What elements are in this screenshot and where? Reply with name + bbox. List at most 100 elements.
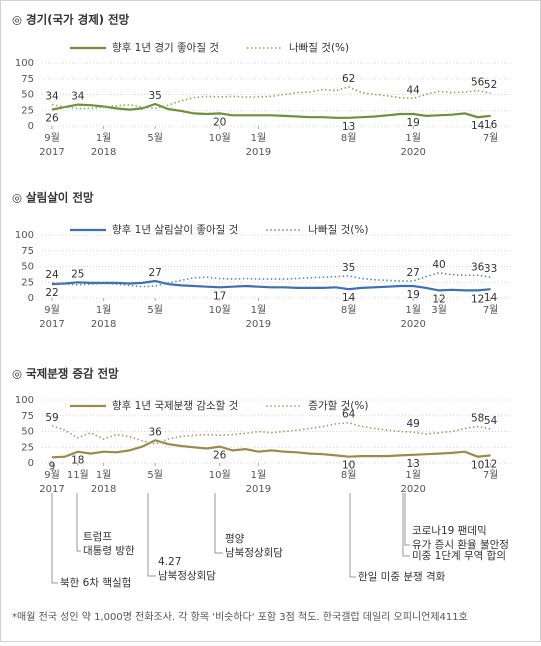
annotation-leader	[349, 493, 356, 578]
value-label: 24	[45, 269, 59, 281]
x-tick-label: 1월	[405, 304, 421, 316]
x-year-label: 2018	[91, 484, 116, 495]
value-label: 26	[213, 450, 227, 462]
x-year-label: 2019	[246, 147, 271, 158]
value-label: 19	[407, 289, 420, 301]
y-tick-label: 25	[21, 105, 34, 116]
y-tick-label: 75	[21, 246, 34, 257]
annotation-text: 북한 6차 핵실험	[60, 577, 131, 589]
series-line	[51, 439, 491, 459]
y-tick-label: 50	[21, 427, 34, 438]
series-line	[51, 102, 491, 119]
series-line	[51, 271, 491, 288]
y-tick-label: 0	[28, 121, 34, 132]
chart-title: ◎ 국제분쟁 증감 전망	[12, 367, 119, 381]
annotation-text: 평양	[225, 533, 245, 545]
annotation-leader	[214, 493, 223, 554]
y-tick-label: 25	[21, 442, 34, 453]
annotation-leader	[404, 493, 410, 546]
annotation-text: 한일 미중 분쟁 격화	[358, 570, 446, 583]
legend-label: 향후 1년 국제분쟁 감소할 것	[112, 400, 238, 412]
value-label: 20	[213, 116, 226, 128]
value-label: 27	[407, 267, 420, 279]
x-tick-label: 10월	[209, 469, 231, 481]
annotation-text: 4.27	[158, 556, 181, 568]
value-label: 17	[213, 290, 226, 302]
legend-label: 나빠질 것(%)	[289, 42, 349, 54]
value-label: 14	[342, 292, 356, 304]
annotation-leader	[147, 493, 156, 577]
x-year-label: 2018	[91, 319, 116, 330]
value-label: 26	[45, 113, 59, 125]
x-tick-label: 10월	[209, 132, 231, 144]
value-label: 49	[407, 418, 420, 430]
value-label: 52	[484, 79, 497, 91]
x-year-label: 2018	[91, 147, 116, 158]
legend-label: 향후 1년 경기 좋아질 것	[112, 41, 219, 54]
x-year-label: 2019	[246, 319, 271, 330]
x-year-label: 2017	[39, 319, 64, 330]
value-label: 54	[484, 415, 498, 427]
annotation-text: 트럼프	[83, 530, 112, 543]
x-tick-label: 8월	[341, 304, 357, 316]
y-tick-label: 100	[15, 395, 34, 406]
value-label: 36	[471, 261, 485, 273]
annotation-text: 유가 증시 환율 불안정	[412, 539, 509, 551]
value-label: 19	[407, 117, 420, 129]
value-label: 35	[149, 90, 162, 102]
x-tick-label: 7월	[483, 304, 499, 316]
x-tick-label: 1월	[251, 469, 267, 481]
value-label: 12	[432, 293, 445, 305]
footnote: *매월 전국 성인 약 1,000명 전화조사. 각 항목 '비슷하다' 포함 …	[12, 610, 468, 623]
y-tick-label: 75	[21, 74, 34, 85]
x-year-label: 2020	[400, 484, 425, 495]
x-tick-label: 1월	[405, 132, 421, 144]
x-tick-label: 9월	[44, 469, 60, 481]
x-tick-label: 1월	[251, 132, 267, 144]
x-tick-label: 3월	[431, 304, 447, 316]
annotation-leader	[51, 493, 58, 584]
x-tick-label: 10월	[209, 304, 231, 316]
value-label: 10	[471, 460, 484, 472]
value-label: 12	[484, 458, 497, 470]
y-tick-label: 100	[15, 58, 34, 69]
value-label: 13	[342, 121, 355, 133]
value-label: 34	[45, 91, 59, 103]
annotation-leader	[76, 493, 81, 552]
x-tick-label: 11월	[67, 469, 89, 481]
value-label: 25	[71, 268, 84, 280]
x-tick-label: 8월	[341, 469, 357, 481]
x-tick-label: 7월	[483, 132, 499, 144]
y-tick-label: 25	[21, 277, 34, 288]
x-tick-label: 1월	[251, 304, 267, 316]
legend-label: 증가할 것(%)	[308, 400, 368, 412]
x-tick-label: 9월	[44, 304, 60, 316]
x-tick-label: 5월	[147, 469, 163, 481]
annotation-text: 코로나19 팬데믹	[412, 525, 487, 537]
value-label: 34	[71, 91, 85, 103]
series-line	[51, 421, 491, 445]
value-label: 14	[484, 292, 498, 304]
y-tick-label: 0	[28, 293, 34, 304]
x-tick-label: 5월	[147, 304, 163, 316]
value-label: 36	[149, 426, 163, 438]
value-label: 44	[407, 84, 421, 96]
value-label: 58	[471, 412, 484, 424]
value-label: 59	[45, 412, 58, 424]
value-label: 13	[407, 458, 420, 470]
value-label: 18	[71, 455, 84, 467]
annotation-text: 대통령 방한	[83, 545, 135, 557]
x-tick-label: 1월	[96, 132, 112, 144]
annotation-leader	[402, 493, 410, 557]
annotation-text: 남북정상회담	[225, 547, 283, 559]
value-label: 22	[45, 287, 58, 299]
x-year-label: 2020	[400, 319, 425, 330]
x-tick-label: 1월	[96, 469, 112, 481]
value-label: 12	[471, 293, 484, 305]
x-year-label: 2020	[400, 147, 425, 158]
chart-title: ◎ 살림살이 전망	[12, 191, 94, 205]
value-label: 9	[49, 460, 56, 472]
